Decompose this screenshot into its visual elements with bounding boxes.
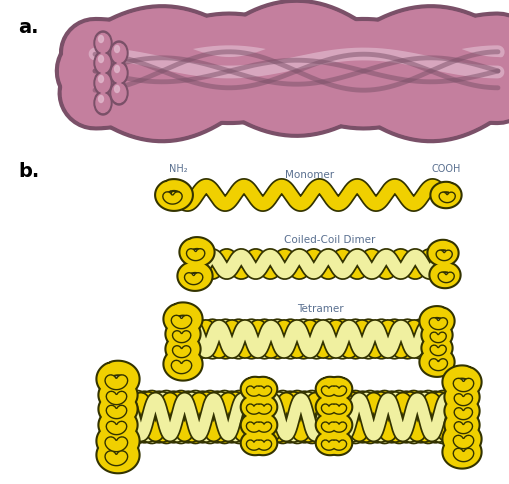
Ellipse shape [112, 64, 126, 83]
Ellipse shape [98, 76, 103, 83]
Ellipse shape [110, 62, 128, 86]
Ellipse shape [115, 66, 119, 74]
Text: Monomer: Monomer [285, 170, 334, 180]
Text: NH₂: NH₂ [168, 164, 187, 174]
Ellipse shape [94, 92, 112, 116]
Ellipse shape [110, 82, 128, 106]
Ellipse shape [96, 94, 110, 113]
Ellipse shape [98, 56, 103, 63]
Ellipse shape [112, 84, 126, 103]
Text: COOH: COOH [431, 164, 460, 174]
Ellipse shape [98, 36, 103, 44]
Ellipse shape [115, 46, 119, 53]
Ellipse shape [96, 54, 110, 74]
Ellipse shape [115, 86, 119, 93]
Ellipse shape [96, 75, 110, 93]
Ellipse shape [94, 72, 112, 96]
Ellipse shape [110, 42, 128, 66]
Ellipse shape [112, 45, 126, 63]
Ellipse shape [98, 96, 103, 103]
Ellipse shape [96, 34, 110, 53]
Text: a.: a. [18, 18, 38, 37]
Ellipse shape [94, 32, 112, 56]
Text: Coiled-Coil Dimer: Coiled-Coil Dimer [284, 235, 375, 244]
Ellipse shape [94, 52, 112, 76]
Text: Tetramer: Tetramer [296, 303, 343, 313]
Text: b.: b. [18, 162, 39, 181]
